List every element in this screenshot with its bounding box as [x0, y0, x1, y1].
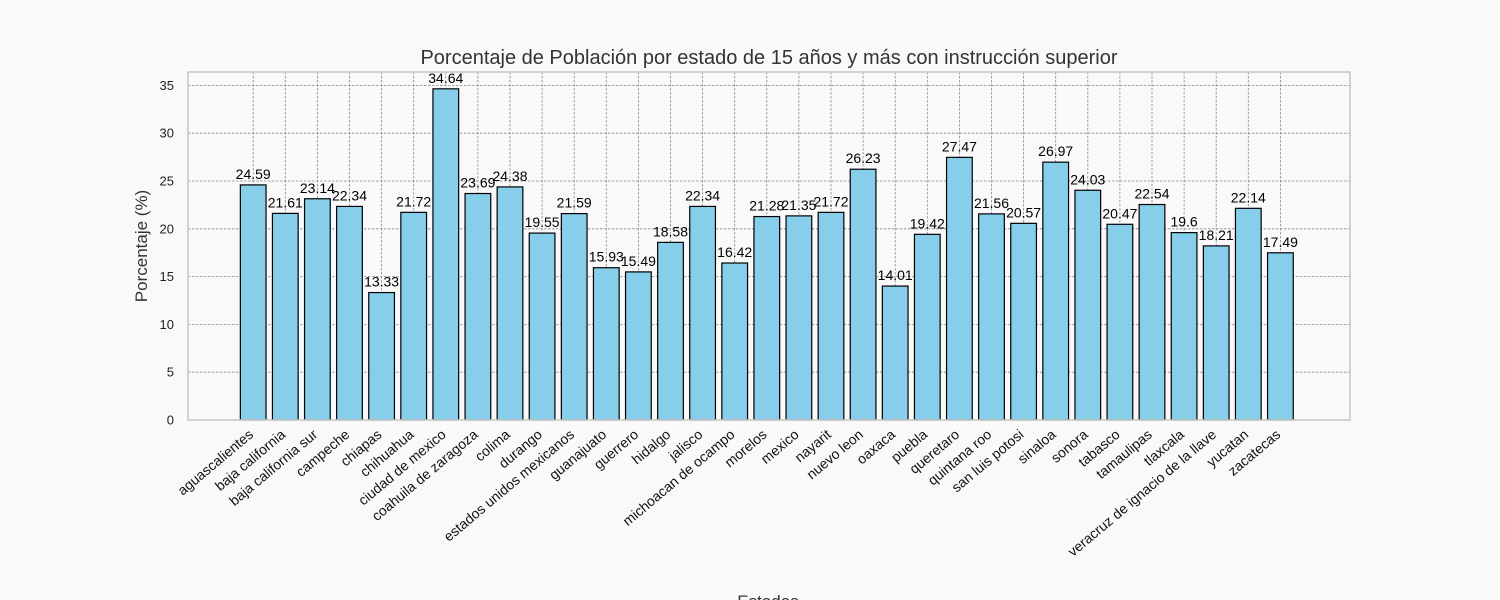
data-label: 26.97	[1038, 143, 1073, 159]
bar	[368, 291, 396, 421]
bar	[271, 212, 299, 421]
data-label: 24.59	[236, 166, 271, 182]
data-label: 20.47	[1102, 205, 1137, 221]
bar	[592, 267, 620, 421]
bar	[1042, 161, 1070, 421]
data-label: 22.54	[1134, 186, 1169, 202]
bar	[496, 186, 524, 421]
bar	[881, 285, 909, 421]
data-label: 23.14	[300, 180, 335, 196]
data-label: 19.55	[525, 214, 560, 230]
data-label: 21.35	[781, 197, 816, 213]
bar	[528, 232, 556, 421]
y-tick-label: 35	[160, 78, 174, 93]
bar	[978, 213, 1005, 421]
bar	[336, 205, 363, 421]
data-label: 34.64	[428, 70, 463, 86]
bar	[913, 233, 941, 421]
bar	[560, 212, 588, 421]
y-axis-label: Porcentaje (%)	[132, 190, 151, 302]
plot-frame	[187, 71, 1351, 421]
bar	[849, 168, 877, 421]
bar	[1074, 189, 1102, 421]
data-label: 14.01	[878, 267, 913, 283]
data-label: 22.14	[1231, 189, 1266, 205]
plot-layer: 0510152025303524.59aguascalientes21.61ba…	[160, 70, 1351, 559]
data-label: 19.6	[1170, 214, 1197, 230]
x-axis-label: Estados	[737, 592, 798, 600]
data-label: 27.47	[942, 138, 977, 154]
data-label: 21.72	[813, 193, 848, 209]
bar	[1234, 207, 1262, 421]
y-tick-label: 15	[160, 269, 174, 284]
bar	[721, 262, 749, 421]
data-label: 22.34	[685, 187, 720, 203]
data-label: 23.69	[460, 175, 495, 191]
y-tick-label: 20	[160, 221, 174, 236]
chart-title: Porcentaje de Población por estado de 15…	[420, 47, 1117, 69]
data-label: 19.42	[910, 215, 945, 231]
bar	[1138, 203, 1166, 421]
bar	[432, 88, 460, 421]
y-tick-label: 25	[160, 173, 174, 188]
bar	[1106, 223, 1134, 421]
bar	[239, 184, 267, 421]
data-label: 21.28	[749, 198, 784, 214]
data-label: 13.33	[364, 274, 399, 290]
bar	[1202, 245, 1230, 421]
data-label: 24.03	[1070, 171, 1105, 187]
data-label: 17.49	[1263, 234, 1298, 250]
data-label: 21.56	[974, 195, 1009, 211]
data-label: 18.58	[653, 223, 688, 239]
bar	[400, 211, 428, 421]
bar	[945, 156, 973, 421]
bar	[753, 215, 781, 421]
y-tick-label: 30	[160, 126, 174, 141]
data-label: 21.61	[268, 194, 303, 210]
y-tick-label: 5	[167, 365, 174, 380]
bar	[624, 271, 652, 421]
bar	[817, 211, 845, 421]
bar	[1266, 252, 1294, 421]
bar	[657, 241, 684, 421]
data-label: 15.93	[589, 249, 624, 265]
y-tick-label: 0	[167, 413, 174, 428]
bar	[785, 215, 813, 421]
data-label: 16.42	[717, 244, 752, 260]
data-label: 22.34	[332, 187, 367, 203]
bar	[1010, 222, 1038, 421]
bar	[689, 205, 717, 421]
bar	[1170, 232, 1198, 421]
data-label: 20.57	[1006, 204, 1041, 220]
bar	[303, 198, 331, 421]
bar	[464, 192, 492, 421]
data-label: 24.38	[492, 168, 527, 184]
data-label: 21.59	[557, 195, 592, 211]
data-label: 18.21	[1199, 227, 1234, 243]
data-label: 26.23	[846, 150, 881, 166]
data-label: 21.72	[396, 193, 431, 209]
y-tick-label: 10	[160, 317, 174, 332]
data-label: 15.49	[621, 253, 656, 269]
